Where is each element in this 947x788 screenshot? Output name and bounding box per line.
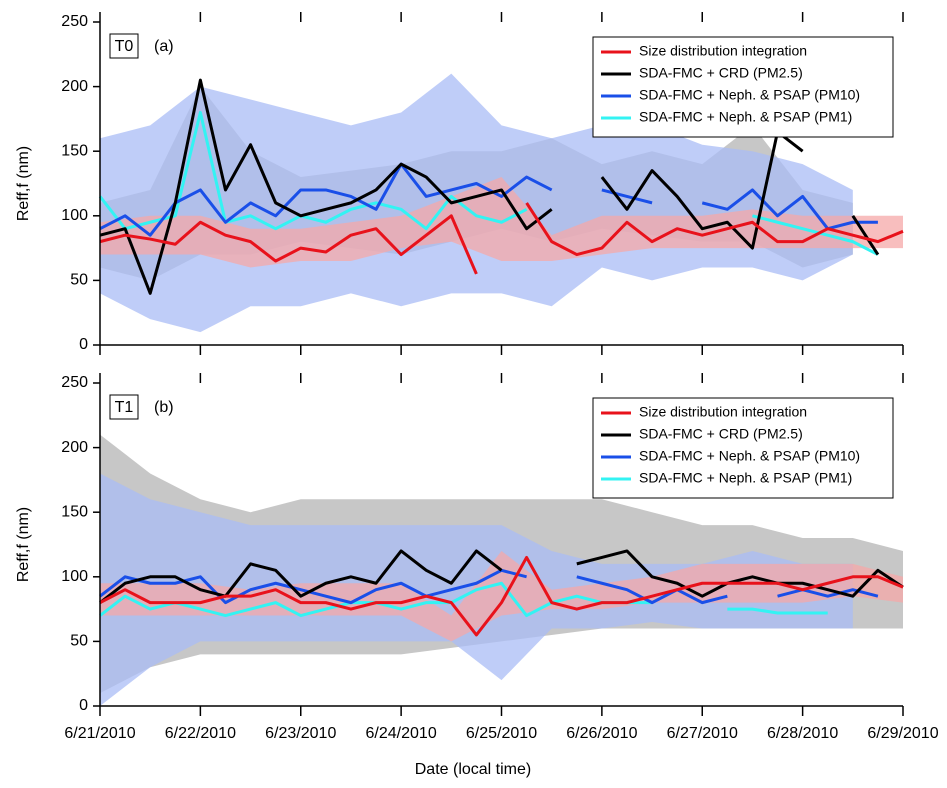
y-tick-label: 150 [61,503,88,520]
panel-label-box [109,33,139,59]
legend-label: Size distribution integration [639,43,807,59]
y-tick-label: 100 [61,207,88,224]
y-tick-label: 50 [70,272,88,289]
band [100,550,903,642]
panel-label: T0 [115,38,134,55]
panel-tag: (a) [154,38,174,55]
panel [99,434,904,706]
legend-label: SDA-FMC + CRD (PM2.5) [639,65,803,81]
y-tick-label: 250 [61,374,88,391]
series-line [99,78,880,295]
x-tick-label: 6/22/2010 [165,725,236,742]
panel-tag: (b) [154,399,174,416]
y-tick-label: 200 [61,439,88,456]
x-tick-label: 6/27/2010 [667,725,738,742]
x-tick-label: 6/29/2010 [867,725,938,742]
legend-label: SDA-FMC + Neph. & PSAP (PM10) [639,87,860,103]
series-line [99,202,904,275]
y-tick-label: 250 [61,13,88,30]
legend-label: SDA-FMC + CRD (PM2.5) [639,426,803,442]
y-tick-label: 100 [61,568,88,585]
y-tick-label: 200 [61,78,88,95]
y-axis-label: Reff,f (nm) [15,146,32,221]
y-tick-label: 0 [79,336,88,353]
y-tick-label: 50 [70,633,88,650]
x-tick-label: 6/23/2010 [265,725,336,742]
legend-label: SDA-FMC + Neph. & PSAP (PM1) [639,470,852,486]
panel [98,73,904,333]
y-tick-label: 150 [61,142,88,159]
x-tick-label: 6/21/2010 [64,725,135,742]
y-tick-label: 0 [79,697,88,714]
series-line [99,555,904,637]
x-tick-label: 6/24/2010 [366,725,437,742]
series-line [99,549,904,604]
x-tick-label: 6/28/2010 [767,725,838,742]
panel-label-box [109,394,139,420]
series-line [99,568,879,605]
panel-label: T1 [115,399,134,416]
legend-label: Size distribution integration [639,404,807,420]
x-tick-label: 6/26/2010 [566,725,637,742]
legend-label: SDA-FMC + Neph. & PSAP (PM1) [639,109,852,125]
y-axis-label: Reff,f (nm) [15,507,32,582]
legend-box [592,397,894,499]
legend-label: SDA-FMC + Neph. & PSAP (PM10) [639,448,860,464]
x-axis-label: Date (local time) [415,761,531,778]
x-tick-label: 6/25/2010 [466,725,537,742]
legend-box [592,36,894,138]
